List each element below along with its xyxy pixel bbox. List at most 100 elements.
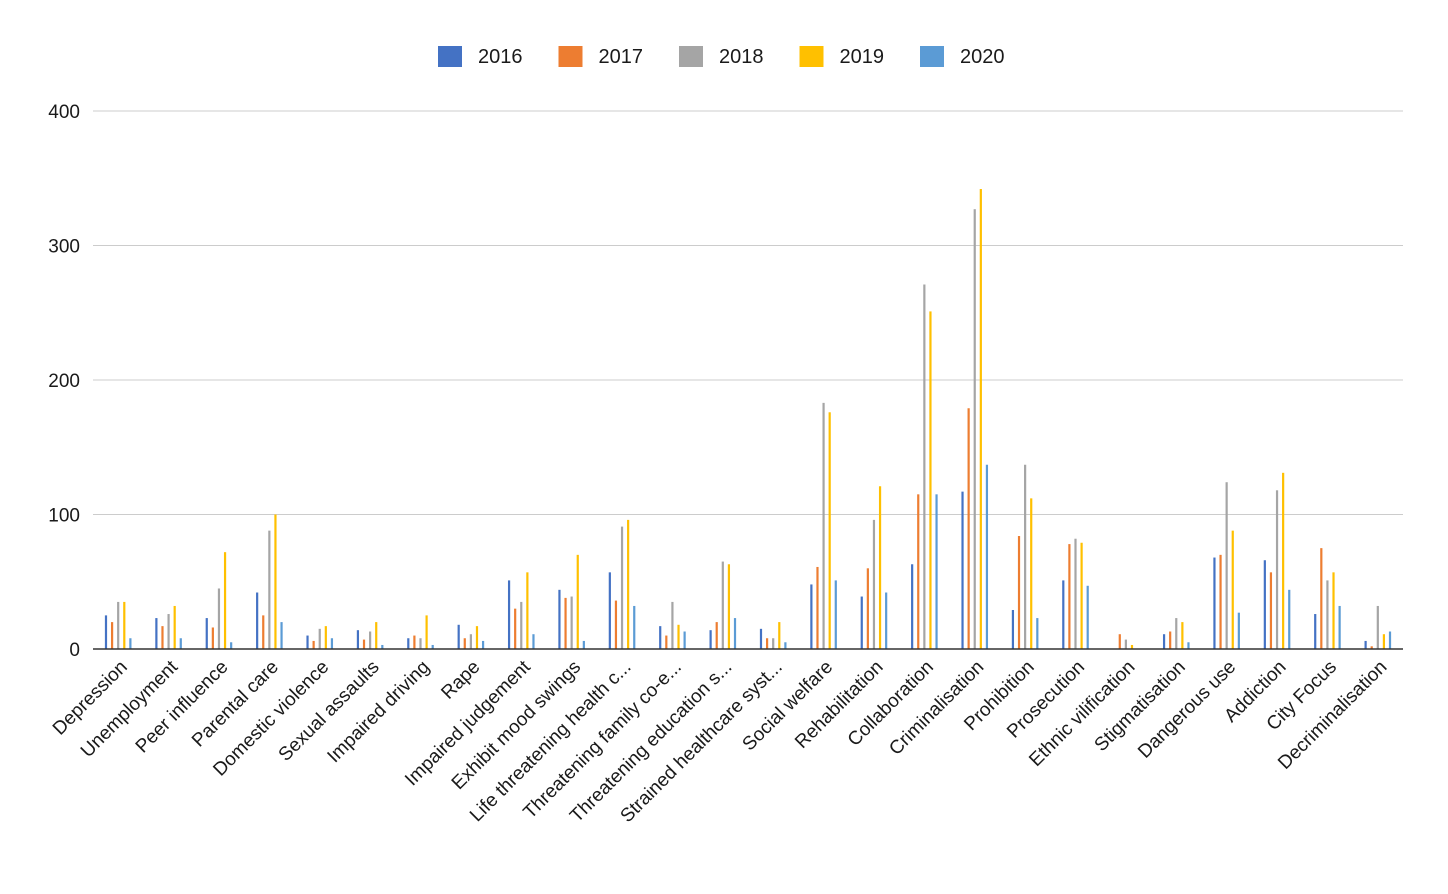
bar [961, 491, 964, 649]
x-tick-label: Rehabilitation [791, 657, 887, 753]
bars [104, 189, 1392, 650]
bar [911, 564, 914, 649]
bar [733, 618, 737, 649]
bar [280, 622, 283, 649]
bar [1162, 634, 1166, 649]
bar [431, 644, 434, 649]
bar [1068, 544, 1071, 649]
bar [759, 628, 763, 649]
bar [318, 628, 321, 649]
legend-swatch [558, 46, 583, 67]
bar [1275, 490, 1279, 649]
legend-swatch [438, 46, 462, 67]
y-tick-label: 300 [48, 237, 80, 258]
bar [683, 631, 686, 649]
y-axis: 0 100 200 300 400 [48, 102, 80, 661]
legend-label: 2020 [960, 46, 1005, 68]
bar [1118, 634, 1121, 649]
bar [1388, 631, 1392, 649]
bar [582, 640, 585, 649]
bar [1231, 530, 1234, 649]
bar [671, 601, 674, 649]
bar [973, 209, 976, 649]
bar [1237, 612, 1240, 649]
bar [117, 601, 120, 649]
bar [828, 412, 831, 649]
bar [1175, 618, 1178, 649]
bar [1181, 622, 1184, 649]
legend-swatch [799, 46, 824, 67]
bar [614, 600, 618, 649]
bar [872, 519, 876, 649]
bar [375, 622, 378, 649]
bar [481, 640, 485, 649]
bar [413, 635, 416, 649]
bar [167, 614, 170, 649]
bar [979, 189, 982, 649]
bar [1314, 614, 1317, 649]
bar [1269, 572, 1273, 649]
bar [677, 624, 680, 649]
bar [1130, 644, 1134, 649]
y-tick-label: 100 [48, 506, 80, 527]
bar [1080, 542, 1083, 649]
bar [179, 638, 182, 649]
bar [161, 626, 164, 649]
bar [570, 596, 573, 649]
bar [110, 622, 114, 649]
legend-swatch [920, 46, 944, 67]
bar [381, 644, 384, 649]
bar [1011, 610, 1015, 649]
bar [1187, 642, 1190, 649]
bar [217, 588, 221, 649]
y-tick-label: 200 [48, 371, 80, 392]
bar [608, 572, 611, 649]
bar [362, 639, 366, 649]
bar [709, 630, 712, 649]
bar [923, 284, 926, 649]
bar [507, 580, 511, 649]
y-tick-label: 0 [69, 640, 80, 661]
bar [1074, 538, 1077, 649]
x-tick-label: Rape [437, 657, 484, 704]
bar [324, 626, 327, 649]
bar [727, 564, 731, 649]
legend-label: 2016 [478, 46, 523, 68]
bar [457, 624, 460, 649]
bar [407, 638, 410, 649]
bar [532, 634, 535, 649]
bar [330, 638, 334, 649]
bar [1332, 572, 1335, 649]
bar [256, 592, 259, 649]
bar [810, 584, 813, 649]
bar [816, 566, 819, 649]
legend-label: 2019 [840, 46, 885, 68]
bar [834, 580, 837, 649]
bar [230, 642, 233, 649]
bar [1320, 548, 1323, 650]
bar [715, 622, 718, 649]
legend-swatch [679, 46, 703, 67]
bar [475, 626, 479, 649]
bar [1024, 464, 1027, 649]
legend: 2016 2017 2018 2019 2020 [438, 46, 1005, 68]
bar [268, 530, 271, 649]
bar [659, 626, 662, 649]
bar [356, 630, 360, 649]
bar [155, 618, 158, 649]
bar [223, 552, 227, 649]
gridlines [93, 110, 1403, 515]
bar [765, 638, 769, 649]
bar [1086, 585, 1089, 649]
bar [1263, 560, 1266, 649]
bar [306, 635, 309, 649]
bar [520, 601, 523, 649]
bar [558, 589, 561, 649]
bar [1169, 631, 1172, 649]
bar [104, 615, 108, 650]
bar [1364, 640, 1367, 649]
bar [211, 627, 214, 649]
